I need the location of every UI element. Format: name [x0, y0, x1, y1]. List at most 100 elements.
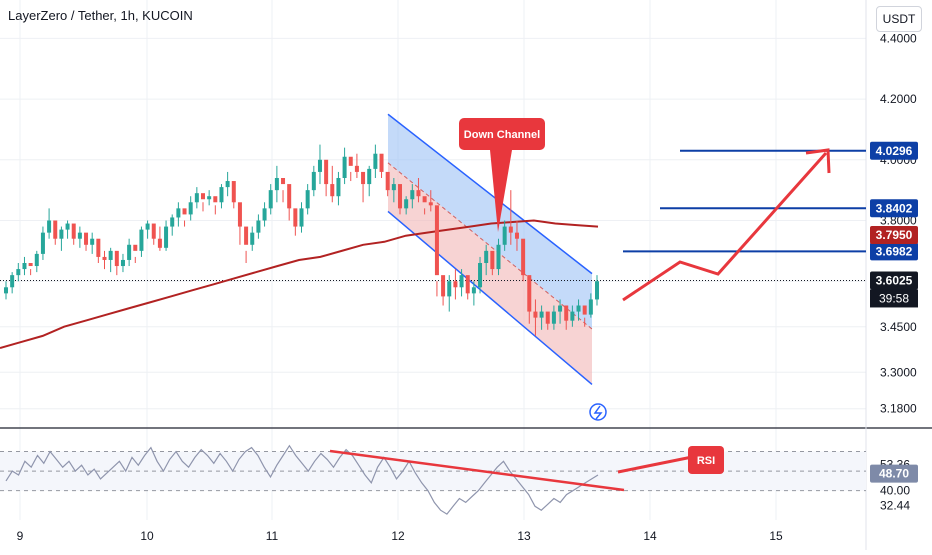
candle-body-91	[564, 305, 569, 321]
lightning-icon-glyph	[593, 405, 603, 420]
candle-body-79	[490, 250, 495, 270]
candle-body-18	[114, 250, 119, 267]
candle-body-47	[293, 208, 298, 227]
candle-body-86	[533, 311, 538, 318]
time-tick-5: 14	[643, 529, 657, 543]
candle-body-39	[244, 226, 249, 245]
candle-body-37	[231, 181, 236, 203]
candle-body-93	[576, 305, 581, 312]
level-badge-0: 4.0296	[876, 144, 913, 158]
last-price-badge-bg	[870, 271, 918, 290]
currency-button[interactable]: USDT	[876, 6, 922, 32]
channel-mid-line	[387, 162, 593, 330]
candle-body-9	[59, 229, 64, 239]
candle-body-72	[447, 281, 452, 297]
candle-body-33	[207, 196, 212, 200]
time-tick-6: 15	[769, 529, 783, 543]
time-tick-2: 11	[266, 529, 279, 543]
candle-body-19	[120, 259, 125, 267]
candle-body-62	[385, 171, 390, 191]
candle-body-40	[250, 232, 255, 245]
candle-body-24	[151, 223, 156, 239]
candle-body-17	[108, 250, 113, 260]
candle-body-58	[361, 171, 366, 185]
projection-path	[622, 152, 828, 302]
candle-body-7	[47, 220, 52, 233]
candle-body-69	[428, 202, 433, 206]
candle-body-6	[40, 232, 45, 254]
candle-body-83	[514, 232, 519, 239]
candle-body-30	[188, 202, 193, 215]
overlay: Down Channel	[459, 118, 607, 421]
candle-body-34	[213, 196, 218, 203]
candle-body-52	[324, 159, 329, 185]
time-tick-4: 13	[517, 529, 531, 543]
candle-body-21	[133, 244, 138, 251]
candle-body-49	[305, 190, 310, 209]
rsi-current-bg	[870, 464, 918, 483]
price-axis: 4.40004.20004.00003.80003.45003.30003.18…	[870, 31, 918, 512]
level-badge-1-bg	[870, 199, 918, 218]
candle-body-60	[373, 153, 378, 169]
candle-body-56	[348, 156, 353, 166]
candle-body-43	[268, 190, 273, 209]
channel-upper-fill	[388, 114, 592, 330]
rsi-callout-text: RSI	[697, 455, 715, 467]
candle-body-29	[182, 208, 187, 215]
candle-body-53	[330, 184, 335, 197]
channel-top-line	[387, 113, 593, 275]
candle-body-81	[502, 226, 507, 245]
channel-callout-box	[459, 118, 545, 150]
candle-body-10	[65, 223, 70, 230]
candle-body-42	[262, 208, 267, 221]
candle-body-4	[28, 263, 33, 267]
candle-body-1	[10, 275, 15, 288]
candle-body-12	[77, 232, 82, 239]
candle-body-11	[71, 223, 76, 239]
candle-body-14	[90, 238, 95, 245]
candles	[4, 144, 599, 336]
level-badge-1: 3.8402	[876, 201, 913, 215]
candle-body-77	[478, 263, 483, 288]
candle-body-57	[354, 165, 359, 172]
candle-body-2	[16, 269, 21, 276]
candle-body-51	[317, 159, 322, 172]
rsi-tick-1: 40.00	[880, 484, 910, 498]
time-tick-1: 10	[140, 529, 154, 543]
channel-lower-fill	[388, 162, 592, 385]
rsi-callout-box	[688, 446, 724, 474]
candle-body-78	[484, 250, 489, 263]
chart-title: LayerZero / Tether, 1h, KUCOIN	[8, 8, 193, 23]
candle-body-59	[367, 168, 372, 185]
rsi-trendline	[329, 449, 625, 492]
candle-body-87	[539, 311, 544, 318]
candle-body-88	[545, 311, 550, 324]
price-tick-0: 4.4000	[880, 31, 917, 45]
candle-body-15	[96, 238, 101, 257]
channel-callout-pointer	[490, 150, 512, 232]
candle-body-92	[570, 311, 575, 321]
rsi-current-label: 48.70	[879, 467, 909, 481]
candle-body-85	[527, 275, 532, 312]
candle-body-80	[496, 244, 501, 270]
candle-body-68	[422, 196, 427, 203]
channel-callout-text: Down Channel	[464, 129, 540, 141]
candle-body-23	[145, 223, 150, 230]
rsi-pane: RSI	[0, 444, 866, 515]
candle-body-41	[256, 220, 261, 233]
level-badge-2-bg	[870, 242, 918, 261]
candle-body-13	[84, 232, 89, 245]
candle-body-94	[582, 305, 587, 315]
candle-body-89	[551, 311, 556, 324]
candle-body-67	[416, 190, 421, 197]
rsi-tick-2: 32.44	[880, 498, 910, 512]
candle-body-64	[398, 184, 402, 209]
candle-body-26	[164, 226, 169, 248]
candle-body-95	[588, 299, 593, 315]
horizontal-levels	[0, 149, 866, 281]
candle-body-44	[274, 178, 279, 191]
candle-body-50	[311, 171, 316, 191]
candle-body-38	[237, 202, 242, 227]
